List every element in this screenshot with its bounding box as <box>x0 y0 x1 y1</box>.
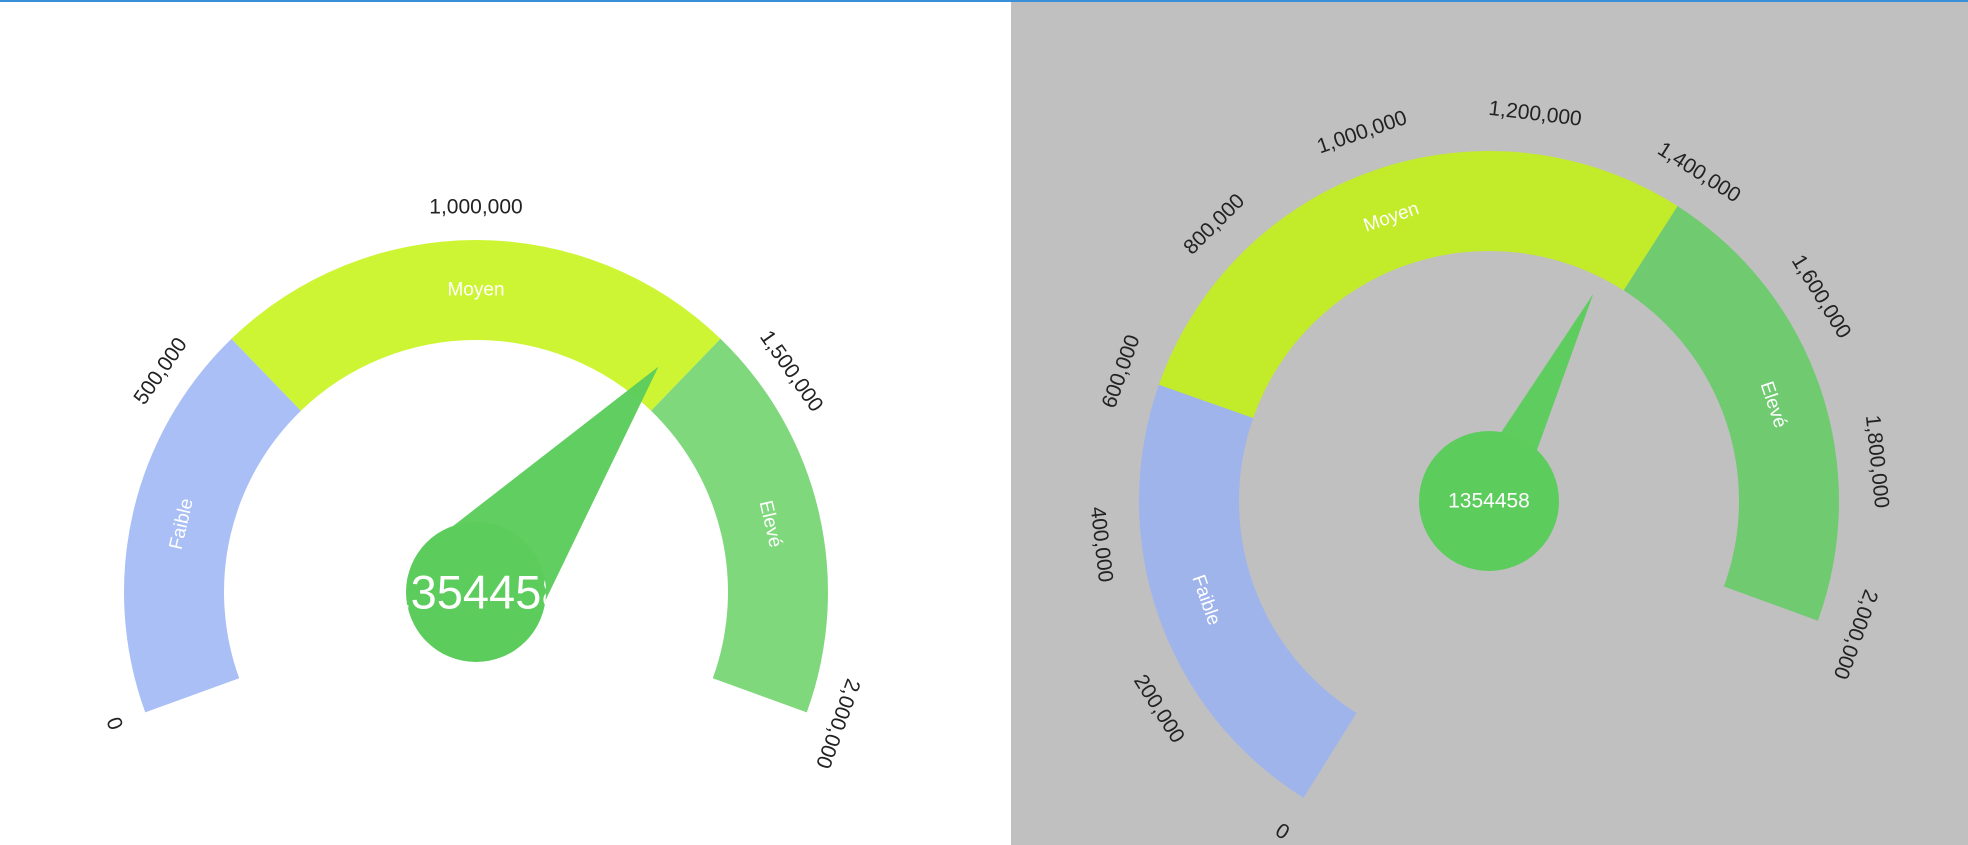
band-2-arc <box>651 338 828 713</box>
gauge-hub <box>1419 431 1559 571</box>
tick-label: 0 <box>101 714 127 733</box>
band-1-arc <box>231 239 721 411</box>
band-label: Moyen <box>447 280 504 301</box>
gauge-chart-right: FaibleMoyenElevé0200,000400,000600,00080… <box>1086 97 1893 845</box>
tick-label: 1,400,000 <box>1654 138 1745 208</box>
tick-label: 400,000 <box>1086 505 1117 583</box>
tick-label: 600,000 <box>1098 332 1145 411</box>
tick-label: 0 <box>1271 819 1293 845</box>
tick-label: 1,000,000 <box>429 196 522 219</box>
tick-label: 1,000,000 <box>1314 106 1410 158</box>
tick-label: 800,000 <box>1179 189 1249 259</box>
gauge-value: 1354458 <box>1448 490 1530 513</box>
band-1-arc <box>1158 151 1678 418</box>
gauge-chart-left: FaibleMoyenElevé0500,0001,000,0001,500,0… <box>101 196 865 772</box>
tick-label: 1,600,000 <box>1787 251 1856 343</box>
band-2-arc <box>1623 206 1839 621</box>
gauge-hub <box>406 522 546 662</box>
tick-label: 1,800,000 <box>1861 414 1893 509</box>
band-0-arc <box>124 338 301 713</box>
band-0-arc <box>1139 384 1357 798</box>
tick-label: 2,000,000 <box>1829 587 1883 683</box>
tick-label: 2,000,000 <box>811 676 865 772</box>
gauge-panel-right: Faible Moyen Elevé 0 200,000 400,000 600,000 80… <box>1011 2 1968 845</box>
gauge-value: 1354458 <box>385 566 568 619</box>
tick-label: 1,200,000 <box>1487 97 1583 131</box>
top-accent-line <box>0 0 1968 2</box>
tick-label: 500,000 <box>129 333 191 408</box>
tick-label: 200,000 <box>1129 671 1189 748</box>
gauge-panel-left: Faible Moyen Elevé 0 500,000 1,000,000 1,500,0… <box>0 2 1011 845</box>
